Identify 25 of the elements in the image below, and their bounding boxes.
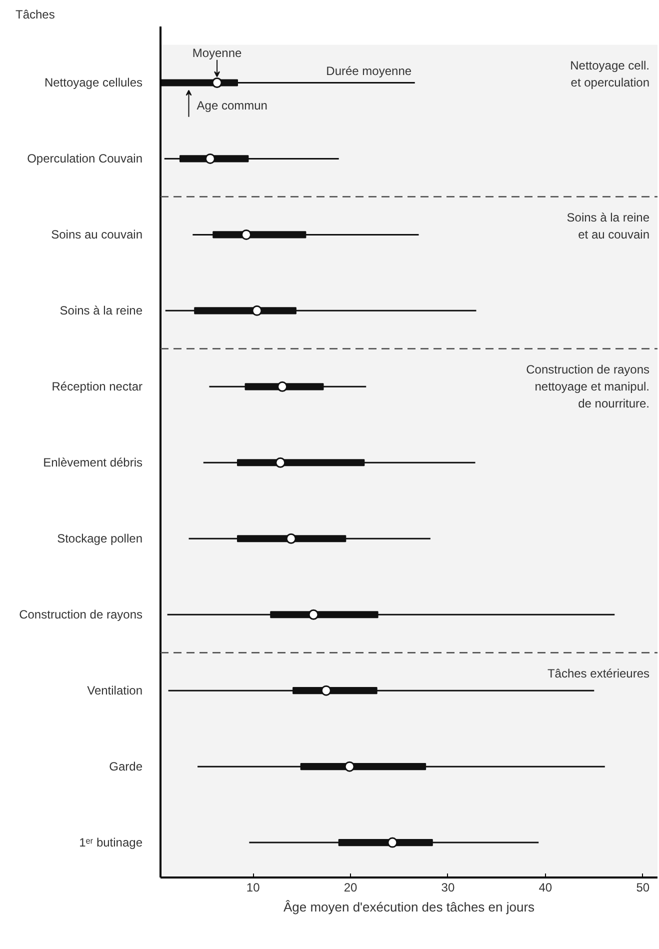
y-tick-label: Ventilation (87, 684, 143, 698)
y-tick-label: Operculation Couvain (27, 152, 143, 166)
x-tick-label: 30 (441, 880, 455, 894)
annotation: Durée moyenne (326, 64, 412, 78)
annotation: Age commun (196, 98, 268, 113)
x-axis-title: Âge moyen d'exécution des tâches en jours (283, 900, 536, 914)
x-tick-label: 20 (344, 880, 358, 894)
y-tick-label: Réception nectar (52, 380, 143, 394)
y-tick-label: Garde (109, 760, 143, 774)
y-tick-label: 1ᵉʳ butinage (79, 836, 143, 850)
y-tick-label: Enlèvement débris (43, 456, 143, 470)
y-tick-label: Soins à la reine (60, 304, 143, 318)
band-label: Nettoyage cell. et operculation (570, 58, 650, 90)
x-tick-label: 10 (246, 880, 260, 894)
x-tick-label: 40 (538, 880, 552, 894)
y-axis-title: Tâches (16, 8, 55, 22)
band-label: Construction de rayons nettoyage et manipul. de nourriture. (526, 362, 650, 410)
x-tick-label: 50 (636, 880, 650, 894)
y-tick-label: Stockage pollen (57, 532, 143, 546)
band-label: Soins à la reine et au couvain (566, 210, 650, 242)
band-label: Tâches extérieures (547, 666, 650, 681)
y-tick-label: Nettoyage cellules (44, 76, 143, 90)
annotation: Moyenne (192, 46, 242, 60)
y-tick-label: Construction de rayons (19, 608, 143, 622)
y-tick-label: Soins au couvain (51, 228, 143, 242)
